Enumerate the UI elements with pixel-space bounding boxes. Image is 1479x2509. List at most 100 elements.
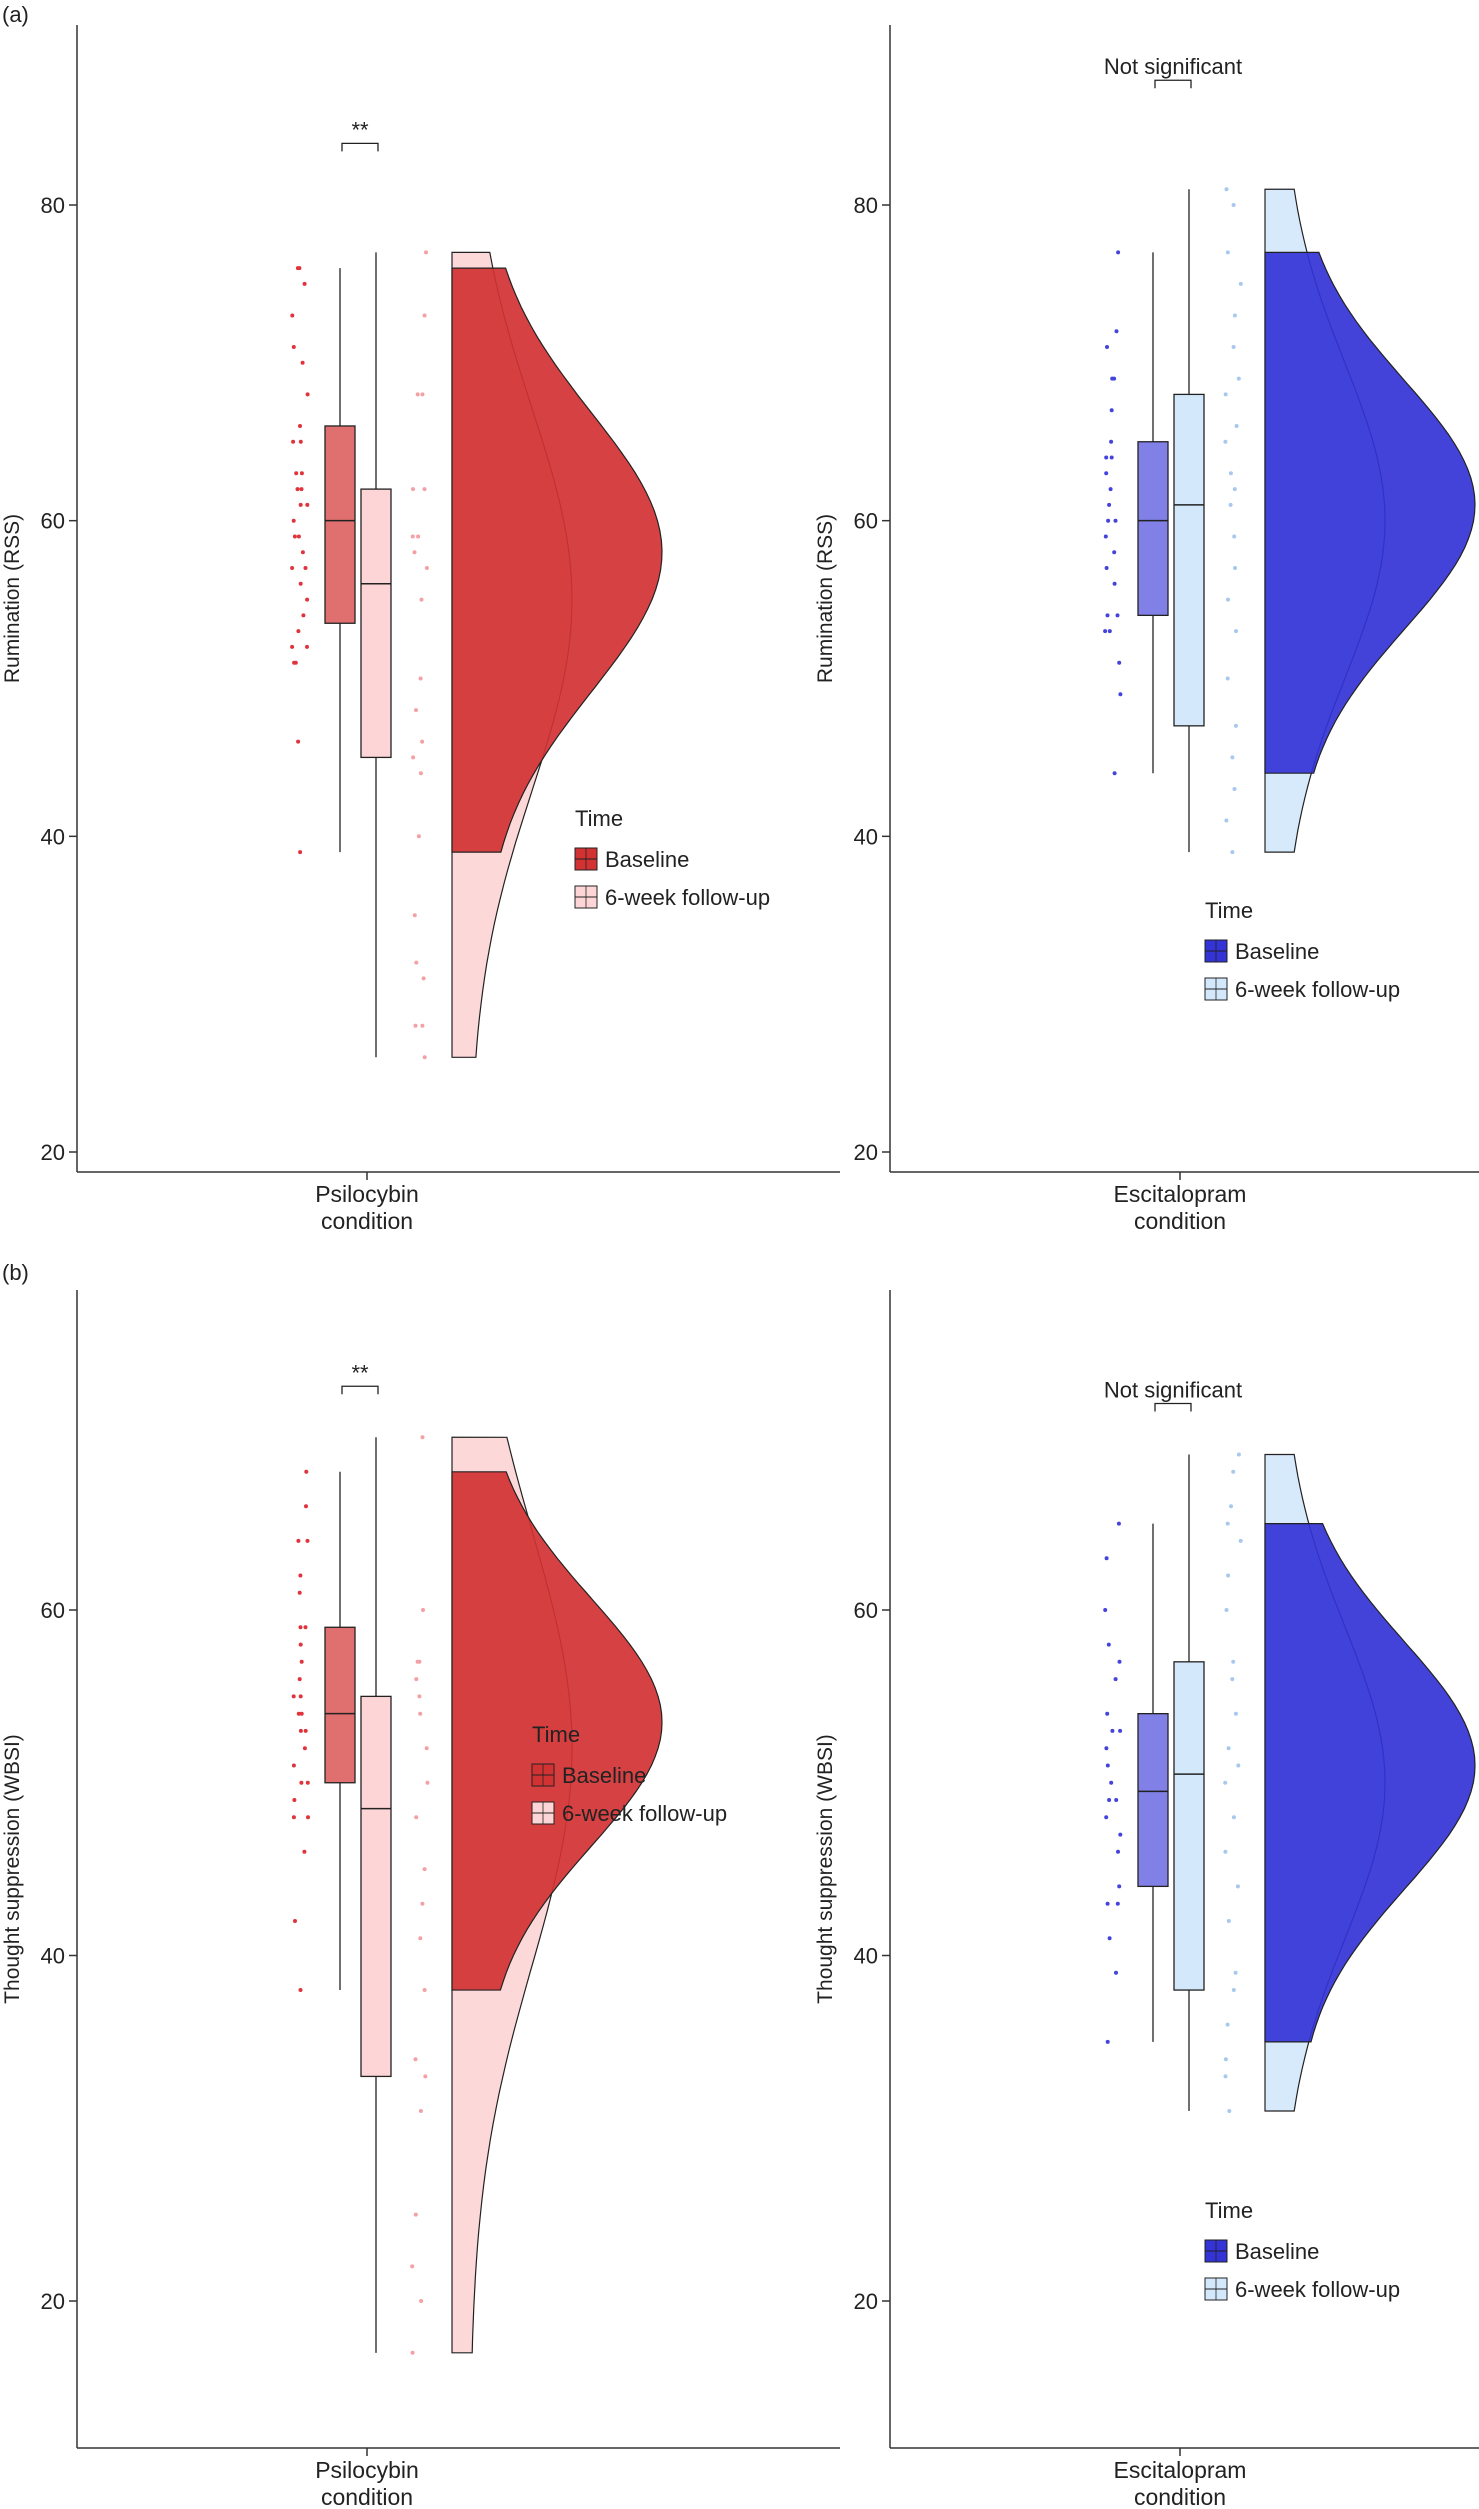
- cloud-baseline: [451, 267, 663, 853]
- point-followup: [420, 1435, 425, 1440]
- point-followup: [424, 250, 428, 255]
- y-tick-label: 20: [854, 2289, 878, 2314]
- point-baseline: [295, 487, 300, 492]
- point-baseline: [296, 1711, 301, 1716]
- box-baseline-box: [1137, 1713, 1169, 1888]
- legend-entry: Baseline: [1204, 2239, 1319, 2264]
- legend-entry: Baseline: [574, 847, 689, 872]
- significance-bracket: [341, 142, 379, 152]
- point-baseline: [291, 1694, 296, 1699]
- point-followup: [414, 1677, 419, 1682]
- point-followup: [1232, 313, 1237, 318]
- point-baseline: [1117, 1659, 1122, 1664]
- point-followup: [418, 1936, 423, 1941]
- y-tick-label: 20: [854, 1140, 878, 1165]
- point-followup: [416, 834, 421, 839]
- point-baseline: [297, 1590, 302, 1595]
- point-baseline: [298, 1728, 303, 1733]
- point-baseline: [1116, 250, 1121, 255]
- point-baseline: [303, 1728, 308, 1733]
- legend-entry: 6-week follow-up: [531, 1801, 727, 1826]
- point-followup: [1234, 629, 1238, 634]
- point-baseline: [1116, 1521, 1121, 1526]
- x-axis-label: Escitalopram: [1114, 1181, 1247, 1207]
- chart-3: 20 40 60 Thought suppression (WBSI) Psilocyb…: [1, 1290, 840, 2509]
- point-followup: [1223, 2074, 1228, 2079]
- point-baseline: [296, 739, 301, 744]
- point-followup: [410, 2350, 415, 2355]
- point-followup: [1226, 1573, 1231, 1578]
- point-followup: [413, 2212, 418, 2217]
- point-baseline: [291, 1815, 296, 1820]
- point-baseline: [299, 1659, 304, 1664]
- point-baseline: [1114, 1798, 1119, 1802]
- point-baseline: [1106, 518, 1111, 523]
- point-followup: [418, 771, 423, 776]
- legend-label: 6-week follow-up: [562, 1801, 727, 1826]
- point-baseline: [294, 471, 299, 476]
- point-followup: [1224, 1608, 1229, 1612]
- point-baseline: [293, 660, 298, 665]
- point-baseline: [290, 566, 295, 570]
- point-baseline: [1104, 1815, 1109, 1820]
- point-baseline: [1104, 1746, 1109, 1751]
- point-followup: [413, 2057, 418, 2062]
- y-tick-label: 40: [854, 1944, 878, 1969]
- point-baseline: [298, 439, 303, 444]
- x-axis-label: Escitalopram: [1114, 2457, 1247, 2483]
- point-followup: [1226, 1746, 1231, 1751]
- point-baseline: [1109, 455, 1114, 460]
- significance-label: **: [351, 117, 369, 142]
- legend-entry: Baseline: [531, 1763, 646, 1788]
- point-baseline: [299, 1780, 304, 1785]
- y-tick-label: 40: [41, 1944, 65, 1969]
- legend-title: Time: [532, 1722, 580, 1747]
- point-followup: [411, 487, 415, 492]
- point-baseline: [1110, 376, 1115, 381]
- point-baseline: [1110, 1728, 1115, 1733]
- point-baseline: [1118, 1832, 1123, 1837]
- point-baseline: [303, 1625, 308, 1630]
- point-followup: [1223, 439, 1228, 444]
- point-followup: [1233, 1970, 1238, 1975]
- point-baseline: [1107, 1936, 1112, 1941]
- point-followup: [1231, 203, 1236, 207]
- point-baseline: [1109, 1780, 1114, 1785]
- point-followup: [1235, 1884, 1240, 1889]
- point-followup: [1232, 787, 1237, 791]
- box-followup-box: [360, 1695, 392, 2078]
- point-followup: [425, 1780, 430, 1785]
- point-baseline: [299, 471, 304, 476]
- point-followup: [410, 534, 415, 539]
- point-baseline: [291, 345, 296, 349]
- point-followup: [1231, 345, 1236, 349]
- point-followup: [422, 313, 427, 318]
- point-baseline: [298, 424, 302, 428]
- x-axis-label: Psilocybin: [315, 2457, 419, 2483]
- point-baseline: [298, 1625, 303, 1630]
- legend-label: Baseline: [562, 1763, 646, 1788]
- x-axis-label: Psilocybin: [315, 1181, 419, 1207]
- point-baseline: [1116, 1849, 1120, 1854]
- point-baseline: [291, 1763, 296, 1768]
- significance-label: **: [351, 1360, 369, 1385]
- point-followup: [1223, 392, 1228, 397]
- cloud-baseline: [1264, 1522, 1476, 2043]
- point-baseline: [1115, 613, 1120, 618]
- point-baseline: [298, 1988, 303, 1992]
- point-followup: [1225, 2022, 1230, 2027]
- point-baseline: [297, 1677, 302, 1682]
- point-followup: [418, 2109, 423, 2113]
- point-followup: [1227, 2109, 1232, 2113]
- point-baseline: [296, 629, 301, 634]
- point-baseline: [1113, 1677, 1118, 1682]
- cloud-baseline: [451, 1471, 663, 1991]
- point-baseline: [1105, 1901, 1110, 1906]
- point-baseline: [1117, 660, 1122, 665]
- legend-entry: 6-week follow-up: [574, 885, 770, 910]
- point-followup: [1231, 1659, 1236, 1664]
- point-followup: [419, 597, 424, 602]
- point-followup: [1229, 1504, 1233, 1509]
- point-followup: [420, 1901, 425, 1906]
- point-followup: [418, 676, 423, 681]
